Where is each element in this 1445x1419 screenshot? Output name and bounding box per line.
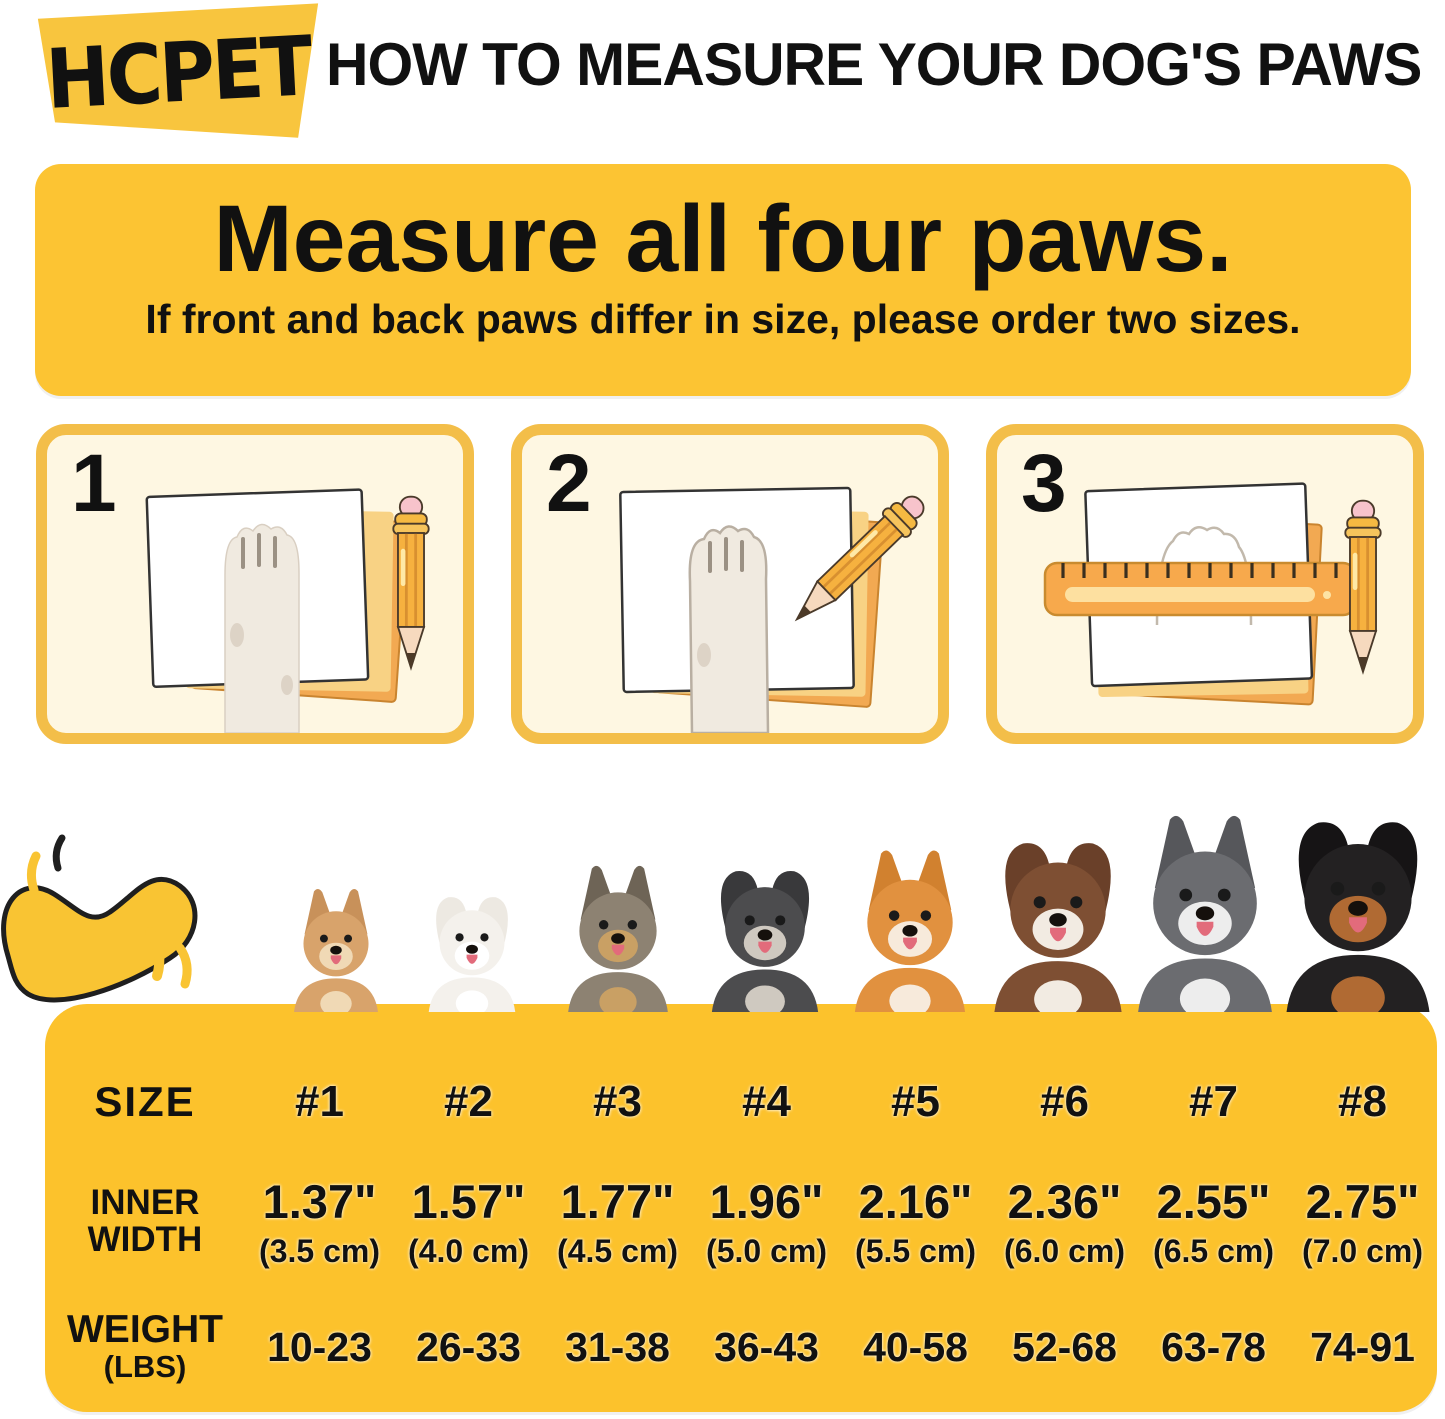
size-value: #6 bbox=[1040, 1077, 1089, 1126]
brand-logo-text: HCPET bbox=[43, 17, 313, 127]
step-card-3: 3 bbox=[986, 424, 1424, 744]
dog-photo-chihuahua bbox=[277, 884, 395, 1012]
size-value: #3 bbox=[593, 1077, 642, 1126]
dog-photo-yorkshire-terrier bbox=[548, 860, 688, 1012]
step-number: 2 bbox=[546, 438, 592, 529]
step-card-1: 1 bbox=[36, 424, 474, 744]
weight-value: 52-68 bbox=[1012, 1323, 1117, 1370]
banner-subheading: If front and back paws differ in size, p… bbox=[145, 295, 1301, 342]
inner-width-value: 1.96" (5.0 cm) bbox=[706, 1175, 827, 1269]
size-row-label: SIZE bbox=[94, 1078, 196, 1125]
step-number: 3 bbox=[1021, 438, 1067, 529]
dog-photo-bichon-frise bbox=[411, 880, 533, 1012]
page-title: HOW TO MEASURE YOUR DOG'S PAWS bbox=[326, 31, 1422, 98]
swoosh-decoration-icon bbox=[1, 834, 198, 1003]
size-value: #5 bbox=[891, 1077, 940, 1126]
weight-row: WEIGHT (LBS) 10-23 26-33 31-38 36-43 40-… bbox=[45, 1292, 1437, 1402]
weight-value: 31-38 bbox=[565, 1323, 670, 1370]
weight-value: 10-23 bbox=[267, 1323, 372, 1370]
dog-paw-icon bbox=[224, 523, 300, 733]
inner-width-value: 1.57" (4.0 cm) bbox=[408, 1175, 529, 1269]
size-chart-panel: SIZE #1 #2 #3 #4 #5 #6 #7 #8 INNER WIDTH… bbox=[45, 1004, 1437, 1412]
weight-value: 74-91 bbox=[1310, 1323, 1415, 1370]
weight-row-label: WEIGHT (LBS) bbox=[67, 1308, 223, 1385]
dog-photo-miniature-schnauzer bbox=[691, 850, 839, 1012]
inner-width-row: INNER WIDTH 1.37" (3.5 cm) 1.57" (4.0 cm) … bbox=[45, 1152, 1437, 1292]
inner-width-row-label: INNER WIDTH bbox=[87, 1183, 203, 1259]
measure-banner: Measure all four paws. If front and back… bbox=[35, 164, 1411, 396]
pencil-icon bbox=[1343, 499, 1383, 674]
inner-width-value: 1.37" (3.5 cm) bbox=[259, 1175, 380, 1269]
weight-value: 26-33 bbox=[416, 1323, 521, 1370]
step3-illustration bbox=[1043, 482, 1383, 706]
step2-illustration bbox=[619, 486, 934, 733]
inner-width-value: 1.77" (4.5 cm) bbox=[557, 1175, 678, 1269]
size-row: SIZE #1 #2 #3 #4 #5 #6 #7 #8 bbox=[45, 1004, 1437, 1152]
steps-row: 1 2 bbox=[36, 424, 1424, 744]
size-value: #8 bbox=[1338, 1077, 1387, 1126]
ruler-icon bbox=[1043, 561, 1357, 617]
brand-logo: HCPET bbox=[37, 3, 319, 138]
size-value: #7 bbox=[1189, 1077, 1238, 1126]
dog-photo-rottweiler bbox=[1258, 794, 1445, 1012]
inner-width-value: 2.36" (6.0 cm) bbox=[1004, 1175, 1125, 1269]
size-value: #4 bbox=[742, 1077, 791, 1126]
step-number: 1 bbox=[71, 438, 117, 529]
inner-width-value: 2.16" (5.5 cm) bbox=[855, 1175, 976, 1269]
weight-value: 40-58 bbox=[863, 1323, 968, 1370]
dog-paw-icon bbox=[688, 525, 770, 733]
banner-heading: Measure all four paws. bbox=[213, 186, 1233, 292]
step-card-2: 2 bbox=[511, 424, 949, 744]
step1-illustration bbox=[145, 488, 431, 733]
dog-photo-shiba-inu bbox=[833, 844, 987, 1012]
inner-width-value: 2.75" (7.0 cm) bbox=[1302, 1175, 1423, 1269]
size-value: #1 bbox=[295, 1077, 344, 1126]
inner-width-value: 2.55" (6.5 cm) bbox=[1153, 1175, 1274, 1269]
weight-value: 63-78 bbox=[1161, 1323, 1266, 1370]
weight-value: 36-43 bbox=[714, 1323, 819, 1370]
size-value: #2 bbox=[444, 1077, 493, 1126]
paw-outline bbox=[1155, 526, 1253, 626]
